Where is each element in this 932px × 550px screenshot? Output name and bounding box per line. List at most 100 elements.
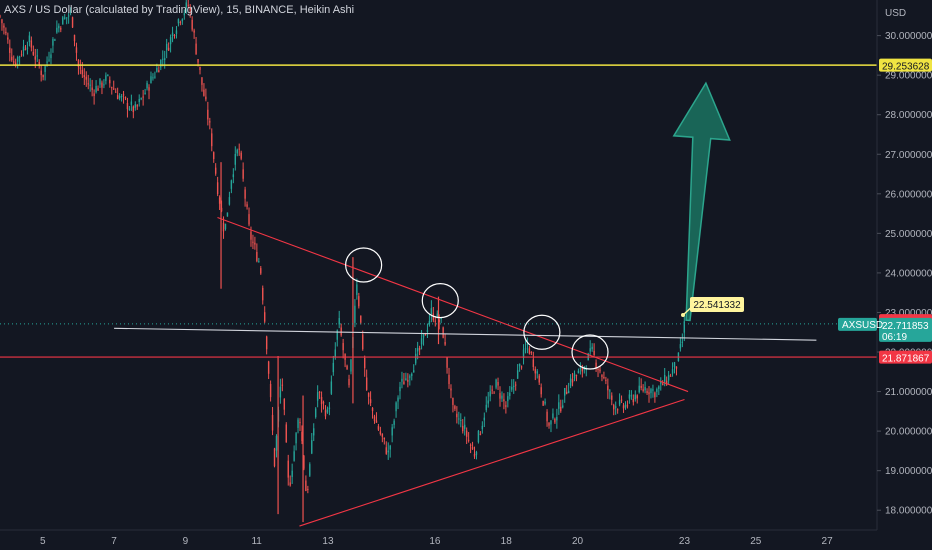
candle-body [9, 47, 11, 53]
candle-body [324, 410, 327, 417]
candle-body [234, 153, 236, 165]
candle-body [105, 75, 107, 81]
candle-body [22, 46, 25, 51]
candle-body [275, 435, 278, 451]
candle-body [173, 35, 176, 37]
candle-body [577, 370, 580, 374]
candle-body [197, 59, 199, 63]
candle-body [85, 76, 87, 80]
candle-body [46, 61, 48, 63]
candle-body [595, 362, 597, 368]
candle-body [293, 451, 295, 461]
candle-body [289, 482, 291, 486]
candle-body [464, 424, 466, 429]
candle-body [426, 330, 429, 332]
candle-body [334, 349, 336, 358]
price-tag-yellow-box [879, 58, 932, 72]
time-tick-label: 25 [750, 536, 762, 547]
price-tick-label: 18.000000 [885, 506, 932, 517]
candle-body [265, 336, 268, 350]
candle-body [473, 453, 476, 457]
candle-body [467, 439, 470, 441]
time-axis[interactable] [0, 530, 932, 550]
candle-body [313, 428, 315, 436]
price-tag-yellow-text: 29.253628 [882, 62, 930, 73]
price-axis[interactable] [877, 0, 932, 550]
candle-body [642, 389, 644, 391]
candle-body [40, 70, 42, 76]
candle-body [462, 425, 464, 432]
candle-body [624, 404, 627, 408]
candle-body [67, 15, 70, 17]
candle-body [558, 402, 560, 409]
candle-body [628, 394, 631, 399]
candle-body [167, 47, 170, 51]
price-tick-label: 27.000000 [885, 150, 932, 161]
candle-body [262, 287, 264, 301]
candle-body [273, 448, 276, 467]
candle-body [126, 102, 129, 110]
time-tick-label: 18 [501, 536, 513, 547]
candle-body [201, 77, 203, 85]
price-tick-label: 21.000000 [885, 387, 932, 398]
candle-body [299, 421, 301, 424]
candle-body [87, 83, 89, 85]
candle-body [30, 40, 33, 48]
time-tick-label: 7 [111, 536, 117, 547]
time-tick-label: 23 [679, 536, 691, 547]
candle-body [526, 343, 529, 345]
candle-body [111, 87, 113, 89]
candle-body [346, 365, 348, 370]
candle-body [550, 420, 552, 425]
candle-body [640, 385, 642, 388]
candle-body [295, 433, 297, 444]
candle-body [456, 413, 458, 418]
candle-body [552, 413, 554, 419]
candle-body [54, 39, 56, 41]
candle-body [420, 338, 423, 345]
price-tick-label: 25.000000 [885, 229, 932, 240]
candle-body [607, 385, 609, 391]
candle-body [3, 25, 5, 28]
candles-layer [0, 0, 686, 523]
candle-body [360, 315, 362, 323]
candle-body [601, 375, 603, 377]
candle-body [148, 87, 150, 91]
price-tick-label: 19.000000 [885, 466, 932, 477]
candle-body [95, 85, 97, 93]
candle-body [532, 359, 535, 367]
candle-body [679, 344, 682, 349]
candle-body [438, 319, 440, 323]
candle-body [611, 395, 613, 400]
candle-body [287, 460, 289, 478]
candle-body [581, 368, 584, 372]
candle-body [626, 405, 629, 407]
candle-body [485, 404, 487, 411]
candle-body [430, 308, 433, 314]
candle-body [69, 9, 72, 13]
candle-body [203, 89, 205, 96]
price-tick-label: 20.000000 [885, 427, 932, 438]
highlight-circle [523, 314, 561, 350]
candle-body [350, 359, 352, 372]
candle-body [554, 418, 556, 423]
candle-body [103, 84, 105, 86]
highlight-circle [571, 334, 609, 370]
candle-body [128, 108, 131, 110]
candle-body [328, 407, 331, 410]
candle-body [499, 393, 501, 399]
candle-body [158, 70, 160, 73]
candle-body [199, 66, 201, 71]
candle-body [307, 488, 309, 490]
candle-body [77, 60, 80, 67]
candle-body [571, 379, 574, 383]
candle-body [622, 405, 625, 409]
candle-body [73, 34, 76, 42]
candle-body [365, 377, 368, 390]
candle-body [518, 363, 521, 367]
candle-body [585, 368, 587, 370]
candle-body [162, 58, 164, 60]
time-tick-label: 11 [251, 536, 262, 547]
candle-body [52, 39, 54, 46]
